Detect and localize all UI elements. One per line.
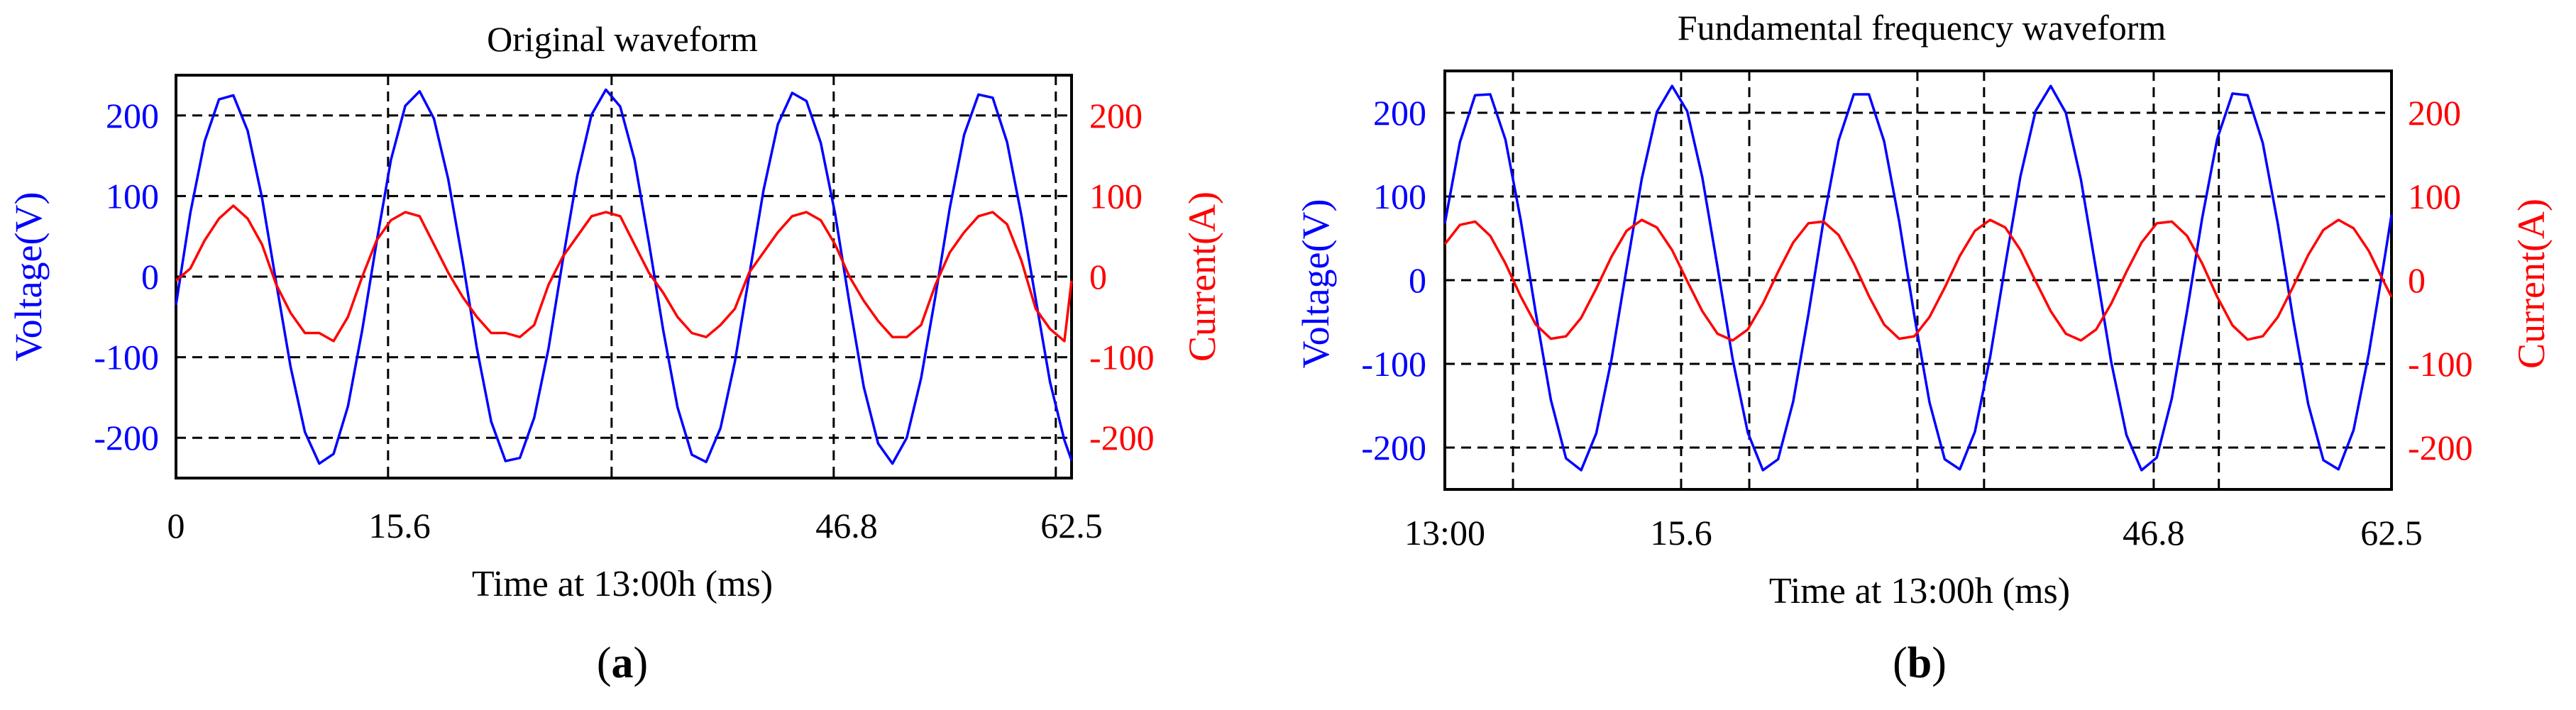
x-tick-label: 15.6: [368, 506, 431, 545]
x-tick-label: 13:00: [1404, 513, 1485, 553]
y-tick-label-right: 0: [1089, 257, 1107, 296]
y-ticks-right: 200 100 0 -100 -200: [2408, 93, 2473, 467]
y-tick-label-left: 0: [1409, 260, 1426, 300]
series-group: [175, 88, 1073, 465]
grid: [1445, 71, 2391, 489]
series-line-voltage: [175, 88, 1073, 465]
y-ticks-right: 200 100 0 -100 -200: [1089, 96, 1155, 457]
panel-label-letter: b: [1908, 639, 1932, 687]
grid: [176, 75, 1072, 478]
x-axis-label: Time at 13:00h (ms): [472, 564, 773, 604]
x-ticks: 0 15.6 46.8 62.5: [167, 506, 1103, 545]
y-tick-label-right: -200: [1089, 418, 1155, 457]
y-tick-label-right: 100: [2408, 177, 2461, 216]
x-tick-label: 0: [167, 506, 185, 545]
plot-frame: [175, 74, 1073, 479]
y-axis-label-right: Current(A): [1181, 192, 1223, 362]
y-tick-label-left: -100: [94, 338, 159, 377]
y-tick-label-left: 0: [141, 257, 159, 296]
y-tick-label-left: 200: [1373, 93, 1426, 133]
chart-title: Original waveform: [487, 19, 758, 59]
y-axis-label-right: Current(A): [2510, 199, 2553, 369]
y-tick-label-right: 0: [2408, 260, 2426, 300]
y-tick-label-right: 200: [1089, 96, 1143, 135]
plot-frame: [1443, 70, 2393, 491]
y-axis-label-left: Voltage(V): [1294, 199, 1337, 369]
x-tick-label: 46.8: [815, 506, 878, 545]
y-tick-label-right: -200: [2408, 428, 2473, 467]
panel-b: Fundamental frequency waveform 13:00 15.6…: [1294, 8, 2553, 687]
x-tick-label: 62.5: [2360, 513, 2423, 553]
y-tick-label-right: -100: [2408, 344, 2473, 384]
panel-a: Original waveform 0 15.6 46.8 62.5 200 100 0 -…: [7, 19, 1223, 687]
series-line-current: [175, 204, 1073, 343]
y-ticks-left: 200 100 0 -100 -200: [1361, 93, 1426, 467]
series-line-voltage: [1443, 84, 2393, 472]
y-tick-label-right: 100: [1089, 176, 1143, 216]
y-tick-label-right: -100: [1089, 338, 1155, 377]
series-group: [1443, 84, 2393, 472]
x-tick-label: 15.6: [1650, 513, 1712, 553]
panel-label-letter: a: [612, 639, 634, 687]
y-tick-label-right: 200: [2408, 93, 2461, 133]
y-tick-label-left: 200: [106, 96, 159, 135]
y-tick-label-left: 100: [106, 176, 159, 216]
y-ticks-left: 200 100 0 -100 -200: [94, 96, 159, 457]
y-axis-label-left: Voltage(V): [7, 192, 50, 362]
panel-label: (a): [597, 639, 648, 687]
extra-vlines: [1512, 71, 2220, 489]
y-tick-label-left: -200: [1361, 428, 1426, 467]
x-axis-label: Time at 13:00h (ms): [1769, 571, 2070, 611]
series-line-current: [1443, 218, 2393, 342]
y-tick-label-left: -200: [94, 418, 159, 457]
panel-label: (b): [1893, 639, 1947, 687]
y-tick-label-left: -100: [1361, 344, 1426, 384]
x-tick-label: 62.5: [1040, 506, 1103, 545]
chart-title: Fundamental frequency waveform: [1678, 8, 2167, 48]
x-tick-label: 46.8: [2123, 513, 2185, 553]
x-ticks: 13:00 15.6 46.8 62.5: [1404, 513, 2423, 553]
y-tick-label-left: 100: [1373, 177, 1426, 216]
